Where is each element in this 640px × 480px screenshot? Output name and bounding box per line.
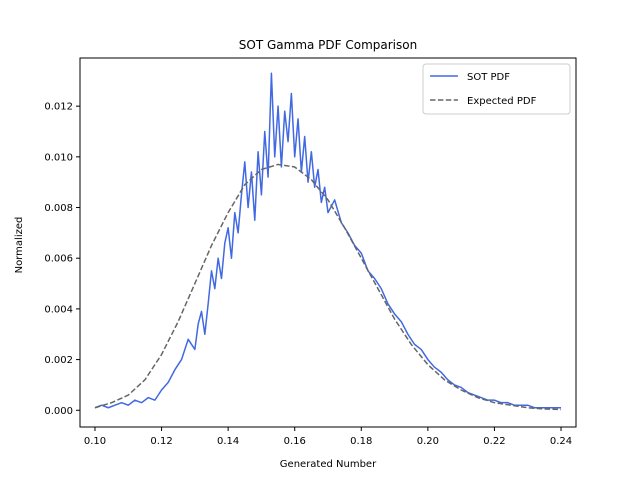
x-tick-label: 0.16 [284, 436, 306, 447]
legend: SOT PDF Expected PDF [422, 63, 571, 115]
y-axis-title: Normalized [14, 217, 25, 274]
y-tick-label: 0.000 [44, 406, 73, 417]
x-axis-ticks: 0.10 0.12 0.14 0.16 0.18 0.20 0.22 0.24 [84, 427, 572, 447]
legend-box [422, 63, 571, 115]
x-tick-label: 0.20 [417, 436, 439, 447]
y-axis-ticks: 0.000 0.002 0.004 0.006 0.008 0.010 0.012 [44, 102, 80, 417]
x-tick-label: 0.10 [84, 436, 106, 447]
y-tick-label: 0.010 [44, 152, 73, 163]
series-line-expected-pdf [94, 163, 562, 411]
y-tick-label: 0.004 [44, 304, 73, 315]
x-tick-label: 0.22 [483, 436, 505, 447]
y-tick-label: 0.012 [44, 102, 73, 113]
y-tick-label: 0.008 [44, 203, 73, 214]
plot-frame [79, 57, 577, 428]
x-axis-title: Generated Number [280, 459, 377, 470]
x-tick-label: 0.18 [350, 436, 372, 447]
legend-label-sot-pdf: SOT PDF [467, 72, 510, 83]
y-tick-label: 0.002 [44, 355, 73, 366]
series-line-sot-pdf [94, 72, 562, 409]
legend-label-expected-pdf: Expected PDF [467, 96, 537, 107]
x-tick-label: 0.24 [550, 436, 572, 447]
chart-title: SOT Gamma PDF Comparison [239, 38, 417, 52]
plot-area: 0.10 0.12 0.14 0.16 0.18 0.20 0.22 0.24 0.0000.… [44, 57, 577, 447]
x-tick-label: 0.14 [217, 436, 239, 447]
x-tick-label: 0.12 [150, 436, 172, 447]
series-layer [94, 72, 562, 411]
y-tick-label: 0.006 [44, 254, 73, 265]
